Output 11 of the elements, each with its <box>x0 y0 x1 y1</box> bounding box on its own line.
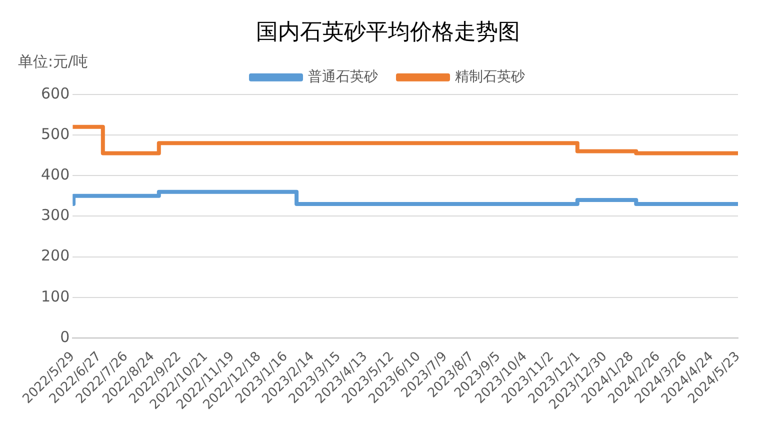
chart-title: 国内石英砂平均价格走势图 <box>256 20 520 45</box>
legend-label: 精制石英砂 <box>455 69 525 86</box>
y-tick-label: 500 <box>40 124 70 143</box>
y-tick-label: 300 <box>40 206 70 224</box>
y-axis-title: 单位:元/吨 <box>18 52 88 70</box>
legend-label: 普通石英砂 <box>308 68 378 86</box>
y-tick-label: 100 <box>40 287 70 306</box>
y-tick-label: 200 <box>40 246 70 265</box>
y-tick-label: 600 <box>40 84 70 102</box>
y-tick-label: 0 <box>60 328 70 346</box>
y-tick-label: 400 <box>40 165 70 184</box>
